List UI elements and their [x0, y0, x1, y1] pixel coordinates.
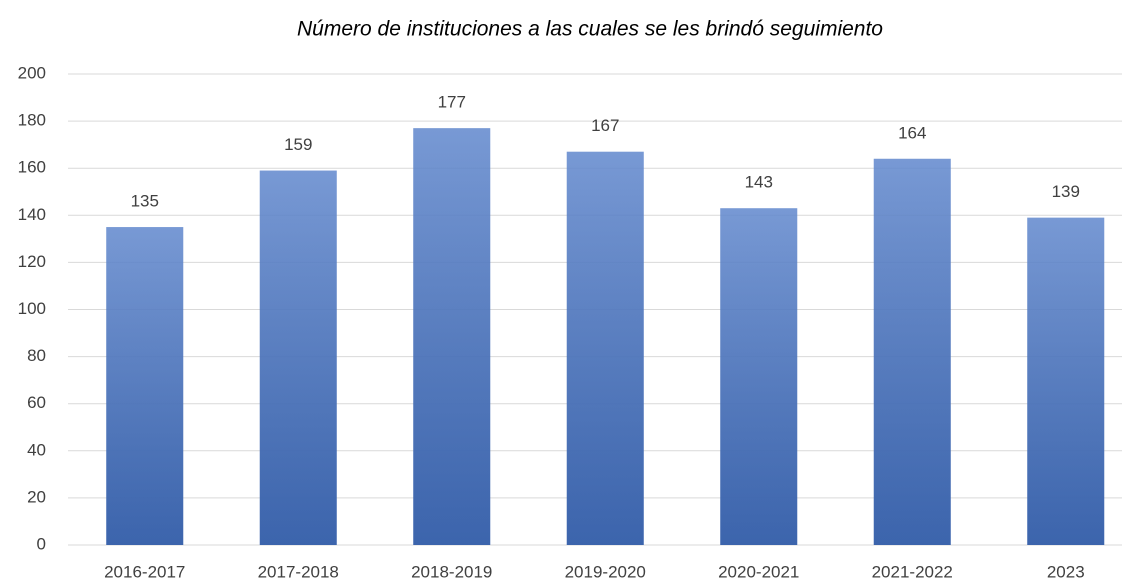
- x-tick-label: 2020-2021: [718, 562, 799, 581]
- bar-shade: [566, 151, 644, 545]
- y-tick-label: 120: [18, 252, 46, 271]
- y-tick-label: 60: [27, 393, 46, 412]
- value-label: 167: [591, 116, 619, 135]
- value-label: 135: [131, 192, 159, 211]
- y-tick-label: 200: [18, 63, 46, 82]
- x-tick-label: 2016-2017: [104, 562, 185, 581]
- y-tick-label: 180: [18, 111, 46, 130]
- x-tick-label: 2017-2018: [258, 562, 339, 581]
- y-tick-label: 0: [37, 534, 46, 553]
- y-tick-label: 140: [18, 205, 46, 224]
- value-label: 139: [1052, 182, 1080, 201]
- value-label: 143: [745, 173, 773, 192]
- bar-shade: [106, 227, 184, 545]
- chart-title: Número de instituciones a las cuales se …: [297, 18, 883, 41]
- x-tick-label: 2021-2022: [872, 562, 953, 581]
- bar-shade: [720, 208, 798, 546]
- bar-shade: [873, 158, 951, 545]
- y-tick-label: 20: [27, 487, 46, 506]
- value-label: 177: [438, 93, 466, 112]
- x-tick-label: 2019-2020: [565, 562, 646, 581]
- y-tick-label: 80: [27, 346, 46, 365]
- x-tick-label: 2018-2019: [411, 562, 492, 581]
- y-tick-label: 40: [27, 440, 46, 459]
- bar-shade: [413, 128, 491, 546]
- y-tick-label: 100: [18, 299, 46, 318]
- value-label: 164: [898, 123, 926, 142]
- bar-shade: [259, 170, 337, 545]
- bar-shade: [1027, 217, 1105, 545]
- value-label: 159: [284, 135, 312, 154]
- x-tick-label: 2023: [1047, 562, 1085, 581]
- y-tick-label: 160: [18, 158, 46, 177]
